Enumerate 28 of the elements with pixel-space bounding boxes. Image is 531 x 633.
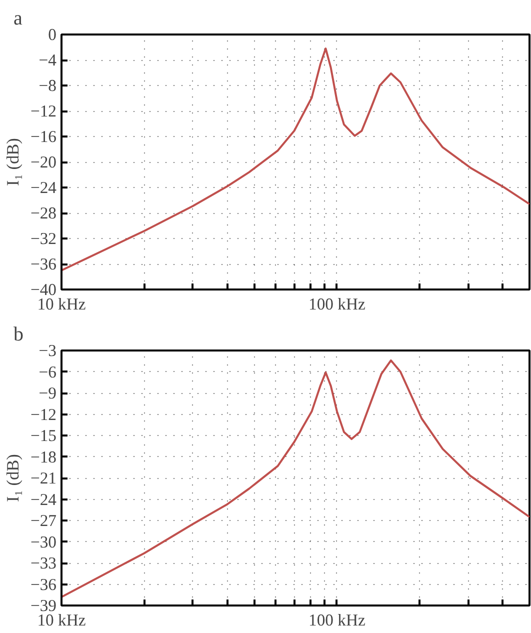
y-tick-label: −36: [30, 574, 57, 594]
y-tick-label: −8: [38, 76, 57, 95]
y-axis-title: I₁ (dB): [3, 138, 22, 186]
y-tick-label: −24: [30, 178, 58, 197]
y-tick-label: −33: [30, 554, 57, 572]
y-tick-label: −20: [30, 152, 57, 172]
y-axis-title: I₁ (dB): [3, 454, 22, 502]
y-tick-label: −21: [30, 468, 57, 488]
x-tick-label: 100 kHz: [308, 294, 366, 314]
y-tick-label: −18: [30, 447, 57, 466]
chart-title: a: [14, 8, 22, 30]
y-tick-label: −15: [30, 426, 57, 445]
y-tick-label: 0: [48, 25, 56, 44]
y-tick-label: −27: [30, 511, 57, 530]
y-tick-label: −6: [38, 362, 57, 382]
y-tick-label: −3: [38, 341, 57, 360]
y-tick-label: −12: [30, 404, 57, 424]
y-tick-label: −4: [38, 50, 58, 70]
chart-title: b: [14, 324, 24, 346]
y-tick-label: −12: [30, 102, 57, 120]
y-tick-label: −36: [30, 254, 57, 274]
y-tick-label: −32: [30, 229, 57, 248]
y-tick-label: −9: [38, 384, 57, 402]
y-tick-label: −16: [30, 127, 57, 146]
y-tick-label: −24: [30, 490, 58, 509]
y-tick-label: −28: [30, 204, 57, 222]
x-tick-label: 100 kHz: [308, 610, 366, 630]
y-tick-label: −30: [30, 532, 57, 552]
